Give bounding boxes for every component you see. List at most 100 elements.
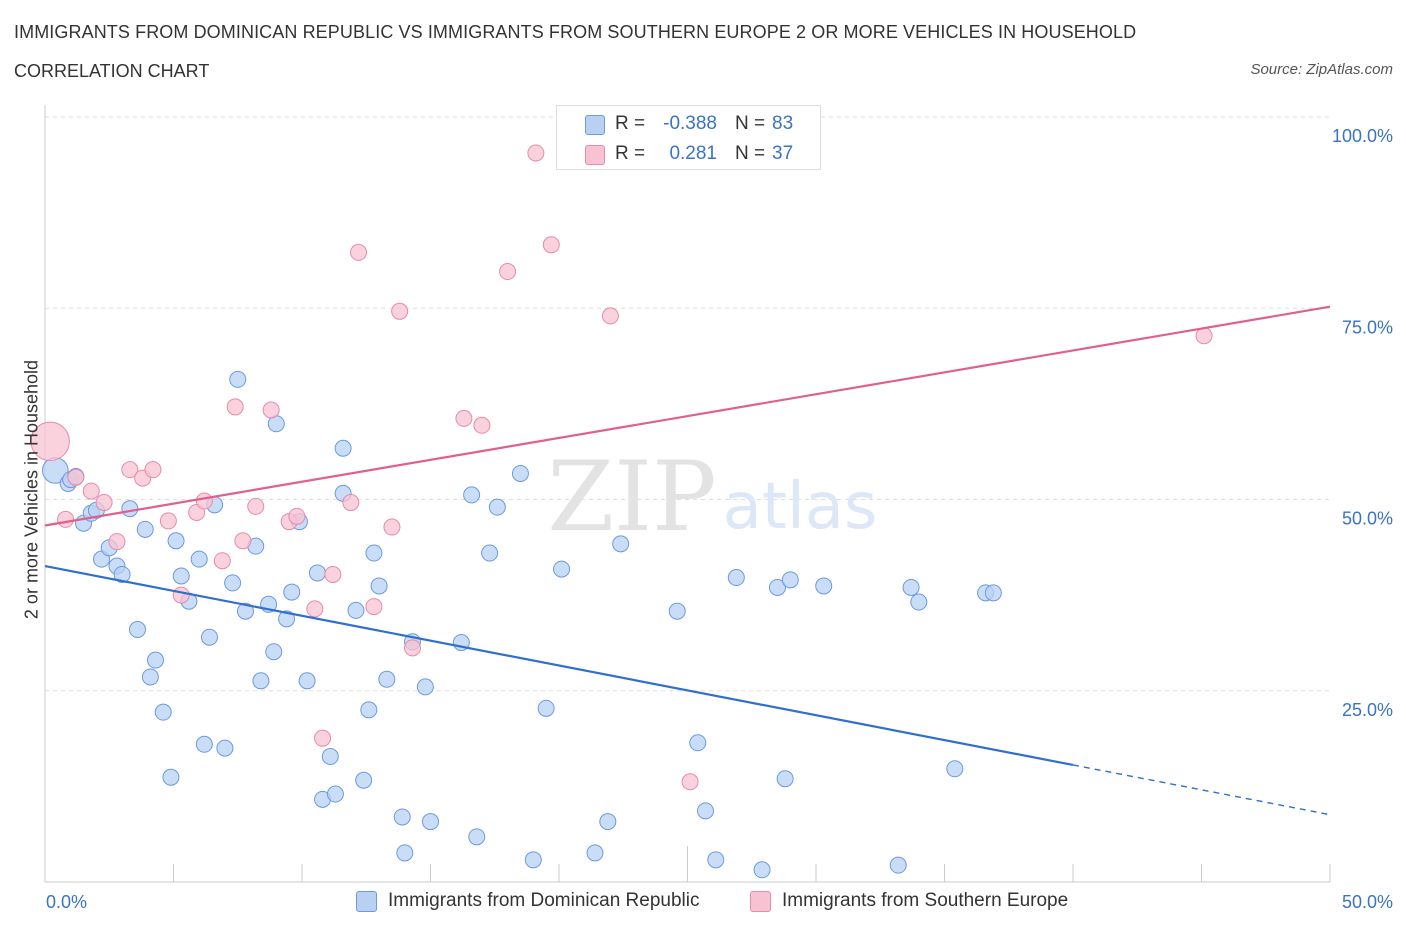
- legend-swatch-blue: [585, 115, 605, 135]
- y-tick-label: 50.0%: [1342, 509, 1393, 529]
- point-southern-europe: [108, 533, 126, 551]
- point-dominican: [321, 748, 339, 766]
- point-southern-europe: [288, 507, 306, 525]
- point-dominican: [334, 439, 352, 457]
- watermark-atlas: atlas: [723, 470, 878, 544]
- point-southern-europe: [30, 421, 70, 462]
- point-dominican: [252, 672, 270, 690]
- point-dominican: [162, 768, 180, 786]
- point-dominican: [154, 703, 172, 721]
- point-dominican: [586, 844, 604, 862]
- legend-n-label: N =: [735, 143, 766, 164]
- point-dominican: [283, 583, 301, 601]
- point-dominican: [416, 678, 434, 696]
- point-dominican: [136, 520, 154, 538]
- point-dominican: [612, 535, 630, 553]
- legend-r-label: R =: [615, 113, 646, 134]
- point-dominican: [190, 550, 208, 568]
- point-dominican: [524, 851, 542, 869]
- point-dominican: [147, 651, 165, 669]
- point-southern-europe: [195, 492, 213, 510]
- point-dominican: [553, 560, 571, 578]
- point-dominican: [370, 577, 388, 595]
- point-dominican: [889, 856, 907, 874]
- point-dominican: [422, 813, 439, 831]
- point-dominican: [946, 760, 964, 778]
- point-dominican: [488, 498, 506, 516]
- point-dominican: [360, 701, 378, 719]
- point-dominican: [216, 739, 234, 757]
- point-dominican: [121, 500, 139, 518]
- point-southern-europe: [213, 552, 231, 570]
- point-dominican: [902, 578, 920, 596]
- bottom-legend-label: Immigrants from Southern Europe: [782, 890, 1069, 911]
- point-dominican: [265, 643, 283, 661]
- data-points: [30, 144, 1213, 879]
- point-dominican: [781, 571, 799, 589]
- point-dominican: [768, 578, 786, 596]
- point-southern-europe: [67, 468, 85, 486]
- point-southern-europe: [262, 401, 280, 419]
- point-southern-europe: [527, 144, 545, 162]
- point-southern-europe: [601, 307, 619, 325]
- point-dominican: [298, 672, 316, 690]
- point-dominican: [393, 808, 411, 826]
- y-tick-label: 100.0%: [1332, 126, 1393, 146]
- point-southern-europe: [391, 302, 409, 320]
- point-southern-europe: [314, 729, 332, 747]
- point-dominican: [481, 544, 499, 562]
- point-dominican: [229, 370, 247, 388]
- point-southern-europe: [383, 518, 401, 536]
- point-dominican: [224, 574, 242, 592]
- tick-labels: 25.0% 50.0% 75.0% 100.0% 0.0% 50.0%: [46, 126, 1393, 912]
- point-dominican: [167, 532, 185, 550]
- legend-r-value: -0.388: [663, 113, 717, 134]
- point-dominican: [172, 567, 190, 585]
- point-southern-europe: [455, 409, 473, 427]
- point-southern-europe: [144, 461, 162, 479]
- axes: [44, 105, 1331, 883]
- trendline-southern-europe: [44, 305, 1331, 527]
- legend-n-value: 83: [772, 113, 794, 134]
- point-dominican: [278, 610, 296, 628]
- bottom-legend-swatch-pink: [750, 891, 771, 912]
- stats-legend: R = -0.388 N = 83 R = 0.281 N = 37: [556, 105, 821, 170]
- legend-n-value: 37: [772, 143, 794, 164]
- trendline-dominican: [44, 564, 1074, 767]
- point-dominican: [195, 735, 213, 753]
- point-southern-europe: [82, 482, 100, 500]
- point-southern-europe: [172, 586, 190, 604]
- y-tick-label: 25.0%: [1342, 700, 1393, 720]
- point-dominican: [815, 577, 833, 595]
- point-dominican: [396, 844, 414, 862]
- point-dominican: [696, 802, 714, 820]
- point-dominican: [511, 464, 529, 482]
- point-southern-europe: [681, 773, 699, 791]
- chart-title: IMMIGRANTS FROM DOMINICAN REPUBLIC VS IM…: [14, 22, 1137, 42]
- point-southern-europe: [226, 398, 244, 416]
- legend-r-value: 0.281: [669, 143, 717, 164]
- point-southern-europe: [306, 600, 324, 618]
- point-southern-europe: [473, 416, 491, 434]
- chart-subtitle: CORRELATION CHART: [14, 61, 210, 81]
- point-southern-europe: [499, 263, 517, 281]
- point-southern-europe: [234, 532, 252, 550]
- point-dominican: [707, 851, 725, 869]
- point-dominican: [776, 770, 794, 788]
- point-dominican: [236, 602, 254, 620]
- point-dominican: [689, 734, 707, 752]
- point-dominican: [668, 602, 686, 620]
- point-southern-europe: [121, 461, 139, 479]
- point-southern-europe: [247, 497, 265, 515]
- point-dominican: [347, 601, 365, 619]
- point-southern-europe: [57, 510, 75, 528]
- legend-n-label: N =: [735, 113, 766, 134]
- point-dominican: [537, 699, 555, 717]
- point-southern-europe: [365, 598, 383, 616]
- y-tick-label: 75.0%: [1342, 317, 1393, 337]
- point-dominican: [129, 621, 147, 639]
- source-label: Source: ZipAtlas.com: [1250, 61, 1393, 78]
- watermark-zip: ZIP: [547, 441, 716, 553]
- point-southern-europe: [342, 494, 360, 512]
